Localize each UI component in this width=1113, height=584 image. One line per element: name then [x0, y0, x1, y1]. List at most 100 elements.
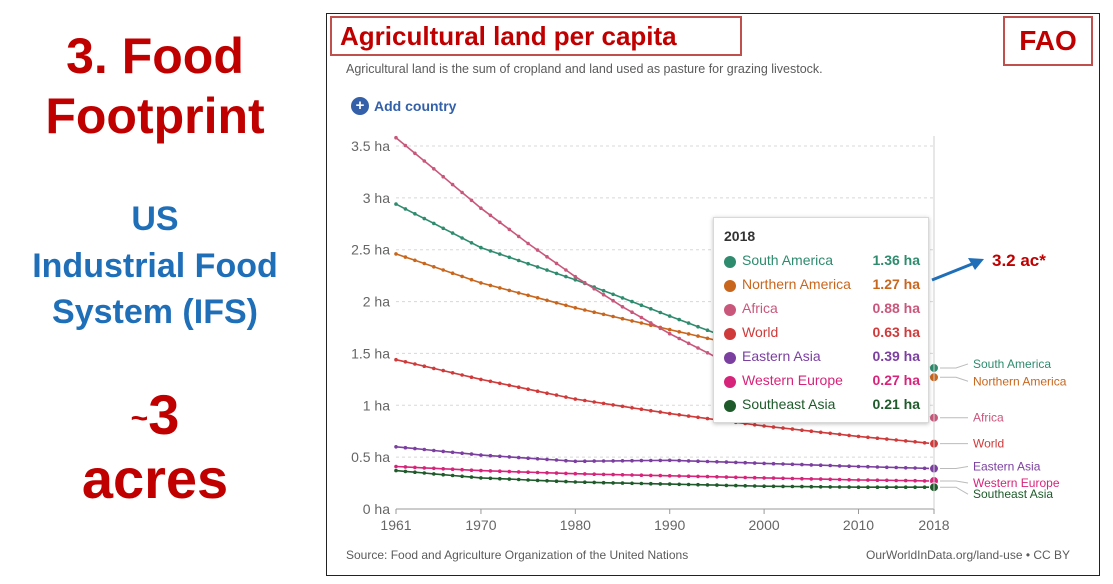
chart-credit[interactable]: OurWorldInData.org/land-use • CC BY: [866, 548, 1071, 562]
y-tick-label: 2.5 ha: [351, 242, 390, 258]
data-point: [469, 452, 474, 456]
end-label-leader: [940, 363, 969, 369]
data-point: [583, 308, 587, 312]
data-point: [554, 271, 559, 276]
data-point: [885, 478, 889, 483]
data-point: [507, 227, 512, 232]
data-point: [724, 483, 729, 488]
data-point: [705, 336, 710, 341]
data-point: [658, 326, 663, 331]
data-point: [460, 467, 464, 472]
data-point: [790, 484, 795, 489]
data-point: [592, 480, 596, 485]
tooltip-row: Western Europe 0.27 ha: [724, 371, 924, 393]
data-point: [752, 423, 757, 427]
data-point: [507, 383, 512, 388]
data-point: [516, 291, 521, 295]
data-point: [856, 485, 861, 490]
data-point: [611, 403, 615, 407]
fao-badge: FAO: [1003, 16, 1093, 66]
tooltip-year: 2018: [724, 228, 756, 244]
data-point: [422, 261, 427, 266]
amount-unit: acres: [81, 447, 229, 510]
end-label: World: [973, 437, 1004, 451]
data-point: [620, 305, 625, 309]
data-point: [403, 207, 408, 211]
data-point: [592, 286, 596, 291]
x-tick-label: 2000: [749, 517, 780, 533]
data-point: [649, 458, 653, 463]
data-point: [922, 479, 927, 483]
data-point: [469, 468, 474, 473]
data-point: [422, 364, 427, 369]
data-point: [526, 470, 530, 475]
data-point: [762, 484, 766, 489]
data-point: [611, 459, 615, 463]
add-country-button[interactable]: + Add country: [351, 97, 456, 115]
data-point: [403, 469, 408, 474]
data-point: [601, 459, 606, 463]
slide-heading-line1: 3. Food: [66, 28, 244, 84]
data-point: [771, 476, 776, 480]
data-point: [715, 475, 719, 479]
data-point: [432, 448, 436, 453]
data-point: [667, 327, 672, 332]
data-point: [394, 445, 398, 449]
data-point: [686, 414, 691, 418]
data-point: [450, 182, 455, 187]
data-point: [818, 463, 823, 468]
data-point: [743, 460, 747, 465]
data-point: [469, 198, 474, 203]
data-point: [422, 466, 427, 470]
year-tooltip: 2018 South America 1.36 ha Northern Amer…: [713, 217, 929, 423]
data-point: [450, 371, 455, 375]
series-color-dot: [724, 376, 736, 388]
data-point: [516, 477, 521, 482]
data-point: [535, 470, 540, 475]
data-point: [818, 430, 823, 435]
data-point: [535, 248, 540, 252]
data-point: [488, 249, 493, 253]
data-point: [639, 458, 644, 463]
data-point: [658, 458, 663, 463]
data-point: [837, 464, 842, 468]
data-point: [601, 401, 606, 406]
data-point: [903, 466, 908, 470]
data-point: [583, 472, 587, 476]
data-point: [488, 469, 493, 473]
end-label: Western Europe: [973, 476, 1060, 490]
data-point: [724, 475, 729, 479]
data-point: [441, 226, 446, 231]
data-point: [432, 221, 436, 226]
data-point: [818, 485, 823, 489]
data-point: [677, 474, 681, 478]
callout-arrow: [931, 258, 984, 282]
data-point: [488, 379, 493, 384]
data-point: [667, 474, 672, 478]
data-point: [790, 462, 795, 467]
data-point: [649, 307, 653, 311]
data-point: [667, 331, 672, 336]
data-point: [564, 395, 568, 399]
data-point: [762, 476, 766, 480]
approx-symbol: ~: [130, 402, 149, 436]
data-point: [564, 479, 568, 484]
data-point: [667, 314, 672, 318]
x-tick-label: 2018: [918, 517, 949, 533]
tooltip-series-name: South America: [742, 252, 834, 268]
data-point: [554, 479, 559, 484]
system-line3: System (IFS): [52, 293, 258, 331]
end-label: Northern America: [973, 374, 1067, 388]
data-point: [526, 387, 530, 392]
data-point: [413, 470, 417, 475]
data-point: [526, 456, 530, 461]
data-point: [639, 321, 644, 325]
data-point: [611, 314, 615, 319]
data-point: [498, 476, 502, 481]
data-point: [658, 410, 663, 414]
data-point: [488, 453, 493, 458]
chart-end-labels: South America Northern America Africa World…: [940, 357, 1067, 501]
data-point: [885, 465, 889, 470]
data-point: [630, 481, 634, 486]
data-point: [894, 478, 898, 483]
